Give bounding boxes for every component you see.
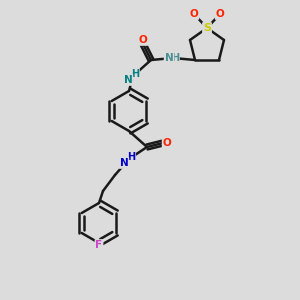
Text: H: H [171,53,179,63]
Text: O: O [163,138,171,148]
Text: F: F [95,240,103,250]
Text: N: N [165,53,173,63]
Text: O: O [139,35,147,45]
Text: H: H [127,152,135,162]
Text: O: O [216,9,224,19]
Text: H: H [131,69,139,79]
Text: S: S [203,23,211,33]
Text: O: O [190,9,198,19]
Text: N: N [120,158,128,168]
Text: N: N [124,75,132,85]
